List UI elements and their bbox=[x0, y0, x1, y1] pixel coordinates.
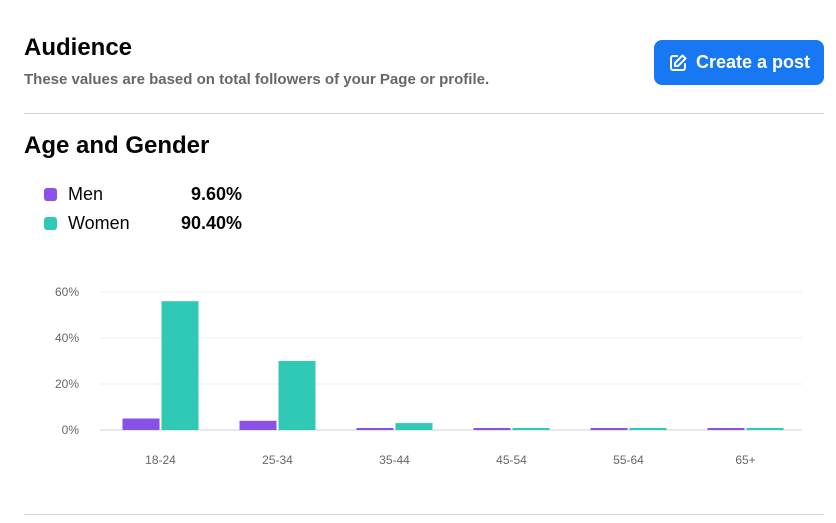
x-tick-label: 18-24 bbox=[145, 453, 176, 467]
header-divider bbox=[24, 113, 824, 114]
bar-women-65+[interactable] bbox=[746, 428, 784, 430]
legend-item-women: Women 90.40% bbox=[44, 209, 242, 238]
bar-men-45-54[interactable] bbox=[473, 428, 511, 430]
bar-women-35-44[interactable] bbox=[395, 423, 433, 430]
legend-label: Men bbox=[68, 184, 104, 204]
men-swatch bbox=[44, 188, 57, 201]
x-tick-label: 55-64 bbox=[613, 453, 644, 467]
y-tick-label: 20% bbox=[55, 377, 79, 391]
y-tick-label: 0% bbox=[62, 423, 80, 437]
create-post-button[interactable]: Create a post bbox=[654, 40, 824, 85]
x-tick-label: 45-54 bbox=[496, 453, 527, 467]
legend-value: 90.40% bbox=[180, 213, 242, 233]
legend-item-men: Men 9.60% bbox=[44, 180, 242, 209]
edit-square-icon bbox=[668, 53, 688, 73]
bar-women-18-24[interactable] bbox=[161, 301, 199, 430]
y-tick-label: 60% bbox=[55, 285, 79, 299]
y-tick-label: 40% bbox=[55, 331, 79, 345]
bar-women-25-34[interactable] bbox=[278, 361, 316, 430]
x-tick-label: 65+ bbox=[735, 453, 755, 467]
age-gender-bar-chart: 0% 20% 40% 60% 18-24 25-34 35-44 45-54 55-64 65+ bbox=[55, 285, 802, 467]
legend-value: 9.60% bbox=[190, 184, 242, 204]
page-title: Audience bbox=[24, 34, 133, 61]
footer-divider bbox=[24, 514, 824, 515]
page-subtitle: These values are based on total follower… bbox=[24, 71, 490, 88]
bar-men-25-34[interactable] bbox=[239, 420, 277, 430]
legend-label: Women bbox=[68, 213, 130, 233]
bar-women-45-54[interactable] bbox=[512, 428, 550, 430]
bar-men-35-44[interactable] bbox=[356, 428, 394, 430]
bar-women-55-64[interactable] bbox=[629, 428, 667, 430]
bar-men-65+[interactable] bbox=[707, 428, 745, 430]
create-post-label: Create a post bbox=[695, 52, 811, 72]
bar-men-55-64[interactable] bbox=[590, 428, 628, 430]
x-tick-label: 35-44 bbox=[379, 453, 410, 467]
chart-legend: Men 9.60% Women 90.40% bbox=[44, 180, 242, 238]
x-tick-label: 25-34 bbox=[262, 453, 293, 467]
section-title: Age and Gender bbox=[24, 132, 210, 159]
bar-men-18-24[interactable] bbox=[122, 418, 160, 431]
women-swatch bbox=[44, 217, 57, 230]
